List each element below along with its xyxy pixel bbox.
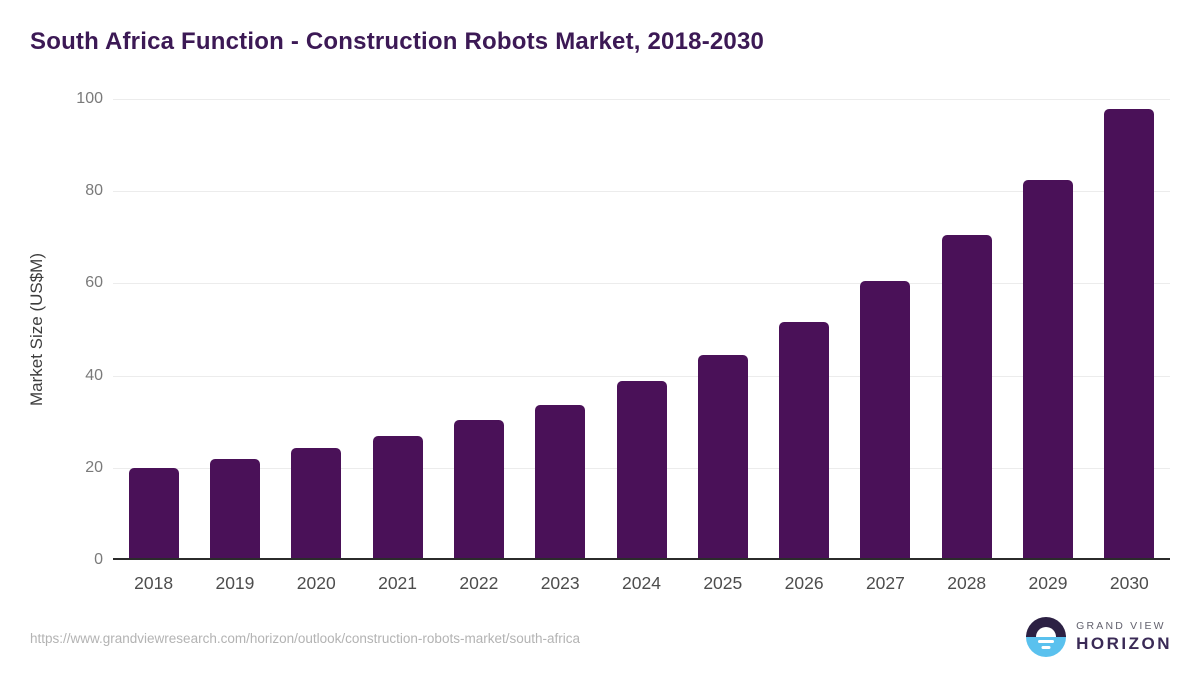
logo-text: GRAND VIEW HORIZON (1076, 620, 1172, 654)
logo-brand-name: GRAND VIEW (1076, 620, 1166, 632)
x-label-2018: 2018 (134, 573, 174, 593)
gridline-80 (113, 191, 1170, 193)
bar-2018 (128, 468, 179, 558)
bar-2028 (941, 234, 992, 558)
chart-title: South Africa Function - Construction Rob… (30, 28, 765, 55)
logo-sun-arch (1036, 627, 1057, 637)
y-tick-60: 60 (85, 274, 103, 292)
gridline-60 (113, 283, 1170, 285)
bar-2026 (779, 321, 830, 558)
bar-2023 (535, 404, 586, 558)
y-tick-20: 20 (85, 458, 103, 476)
y-tick-100: 100 (76, 90, 103, 107)
bar-2019 (209, 459, 260, 558)
bar-2025 (697, 354, 748, 558)
gridline-100 (113, 99, 1170, 100)
bar-2030 (1104, 108, 1155, 558)
logo-reflection-stripe (1041, 646, 1051, 649)
x-label-2030: 2030 (1109, 573, 1149, 593)
x-label-2020: 2020 (296, 573, 336, 593)
x-label-2026: 2026 (784, 573, 824, 593)
bar-2022 (453, 420, 504, 558)
bar-2024 (616, 380, 667, 558)
bar-2027 (860, 280, 911, 558)
bar-2020 (291, 448, 342, 558)
logo-reflection-stripe (1038, 639, 1055, 643)
x-label-2025: 2025 (703, 573, 743, 593)
logo-product-name: HORIZON (1076, 634, 1172, 653)
x-label-2029: 2029 (1028, 573, 1068, 593)
bar-2021 (372, 436, 423, 558)
x-label-2022: 2022 (459, 573, 499, 593)
horizon-sun-icon (1026, 617, 1067, 657)
x-label-2024: 2024 (622, 573, 661, 593)
plot-area: 0 20 40 60 80 100 2018 2019 2020 2021 2022 2023 2024… (76, 90, 1170, 593)
y-tick-80: 80 (85, 182, 103, 200)
y-tick-0: 0 (94, 551, 103, 568)
x-label-2027: 2027 (865, 573, 905, 593)
x-label-2019: 2019 (215, 573, 255, 593)
x-label-2023: 2023 (540, 573, 580, 593)
x-label-2021: 2021 (378, 573, 418, 593)
x-label-2028: 2028 (947, 573, 987, 593)
y-axis-title: Market Size (US$M) (27, 252, 46, 407)
bar-2029 (1023, 179, 1074, 558)
source-url: https://www.grandviewresearch.com/horizo… (30, 631, 580, 646)
gridline-40 (113, 375, 1170, 377)
grand-view-horizon-logo: GRAND VIEW HORIZON (1026, 617, 1172, 657)
y-tick-40: 40 (85, 366, 103, 384)
